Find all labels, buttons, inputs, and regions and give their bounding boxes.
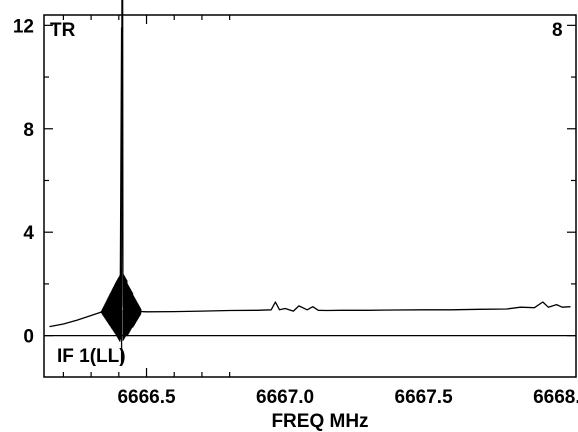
axis-ticks [44, 15, 576, 377]
plot-frame [43, 14, 577, 378]
y-tick-label: 12 [13, 16, 34, 37]
y-tick-label: 4 [23, 223, 34, 244]
corner-label-top-right: 8 [552, 20, 563, 41]
x-tick-label: 6667.0 [256, 387, 314, 408]
axis-tick-labels: 0 4 8 12 6666.5 6667.0 6667.5 6668.0 [13, 16, 578, 408]
y-tick-label: 0 [23, 327, 34, 348]
series-layer [49, 0, 571, 365]
x-tick-label: 6666.5 [117, 387, 176, 408]
x-axis-title: FREQ MHz [271, 411, 368, 432]
corner-label-top-left: TR [50, 20, 76, 41]
series-line [49, 27, 571, 328]
x-tick-label: 6667.5 [395, 387, 454, 408]
x-tick-label: 6668.0 [533, 387, 578, 408]
corner-label-bottom-left: IF 1(LL) [57, 346, 126, 367]
y-tick-label: 8 [23, 120, 34, 141]
ringing-band [99, 0, 142, 342]
